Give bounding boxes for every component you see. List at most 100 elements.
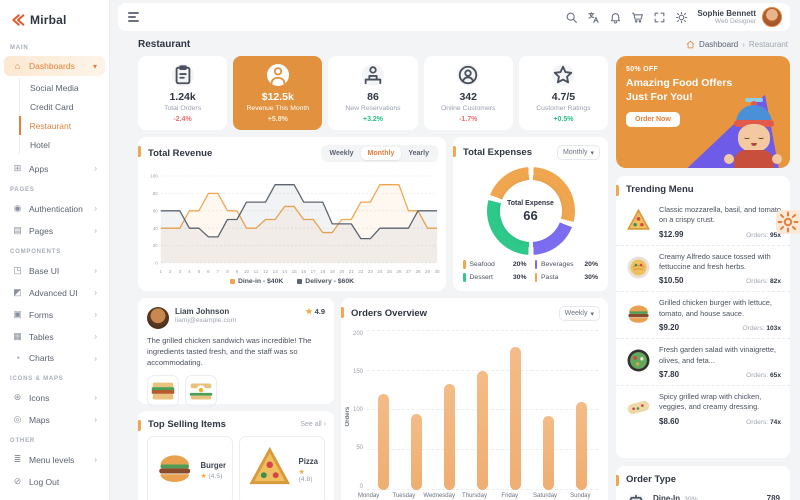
stat-value: 86 (367, 91, 379, 103)
sidebar-item-forms[interactable]: ▣ Forms › (4, 304, 105, 325)
section-label-components: COMPONENTS (10, 249, 62, 255)
avatar[interactable] (762, 7, 782, 27)
legend-label: Seafood (469, 261, 495, 268)
see-all-link[interactable]: See all › (300, 421, 326, 428)
notifications-bell-icon[interactable] (609, 11, 622, 24)
topbar: Sophie Bennett Web Designer (118, 3, 790, 31)
order-type-value: 789 (766, 494, 780, 500)
legend-label: Beverages (541, 261, 574, 268)
sidebar-item-pages[interactable]: ▤ Pages › (4, 220, 105, 241)
chevron-right-icon: › (94, 204, 97, 213)
svg-text:21: 21 (349, 269, 354, 274)
chevron-right-icon: › (94, 164, 97, 173)
expenses-legend: Seafood 20% Beverages 20% Dessert 30% Pasta… (453, 258, 608, 291)
sidebar-item-credit-card[interactable]: Credit Card (30, 101, 74, 112)
order-now-button[interactable]: Order Now (626, 112, 680, 128)
bar-wednesday (444, 384, 456, 490)
sidebar-item-menu-levels[interactable]: ≣ Menu levels › (4, 449, 105, 470)
item-description: Spicy grilled wrap with chicken, veggies… (659, 391, 762, 412)
sidebar-item-restaurant[interactable]: Restaurant (18, 116, 110, 135)
orders-period-dropdown[interactable]: Weekly ▾ (558, 306, 600, 321)
expenses-period-dropdown[interactable]: Monthly ▾ (556, 145, 600, 160)
chevron-right-icon: › (94, 226, 97, 235)
sidebar-item-label: Forms (29, 309, 54, 320)
translate-icon[interactable] (587, 11, 600, 24)
svg-text:18: 18 (320, 269, 325, 274)
order-type-card: Order Type Dine-In 39% 789 (616, 466, 790, 500)
stat-label: Customer Ratings (536, 105, 591, 112)
wrap-image (625, 394, 652, 421)
stat-label: Online Customers (441, 105, 496, 112)
logo[interactable]: Mirbal (0, 8, 109, 38)
svg-text:60: 60 (153, 208, 158, 213)
sidebar-item-social-media[interactable]: Social Media (30, 82, 79, 93)
sidebar-item-tables[interactable]: ▦ Tables › (4, 326, 105, 347)
sidebar-item-maps[interactable]: ◎ Maps › (4, 409, 105, 430)
stat-value: $12.5k (261, 91, 294, 103)
chevron-right-icon: › (94, 332, 97, 341)
item-orders: Orders: 103x (742, 325, 782, 333)
card-accent (138, 146, 141, 157)
sidebar-item-icons[interactable]: ⊛ Icons › (4, 387, 105, 408)
revenue-period-tabs: Weekly Monthly Yearly (320, 145, 438, 162)
stat-card-reservations[interactable]: 86 New Reservations +3.2% (328, 56, 418, 130)
trending-item-salad[interactable]: Fresh garden salad with vinaigrette, oli… (616, 338, 790, 385)
item-price: $8.60 (659, 416, 680, 426)
tab-yearly[interactable]: Yearly (408, 150, 429, 157)
fullscreen-icon[interactable] (653, 11, 666, 24)
stat-card-total-orders[interactable]: 1.24k Total Orders -2.4% (138, 56, 228, 130)
star-icon: ★ (305, 307, 313, 316)
breadcrumb-dashboard[interactable]: Dashboard (699, 40, 739, 49)
sidebar: Mirbal MAIN ⌂ Dashboards ▾ Social Media … (0, 0, 110, 500)
trending-item-wrap[interactable]: Spicy grilled wrap with chicken, veggies… (616, 384, 790, 432)
sidebar-item-label: Maps (29, 414, 50, 425)
bar-friday (510, 346, 522, 490)
user-menu[interactable]: Sophie Bennett Web Designer (697, 7, 782, 27)
sidebar-item-authentication[interactable]: ◉ Authentication › (4, 198, 105, 219)
menu-toggle-icon[interactable] (128, 12, 139, 22)
burger-image (625, 300, 652, 327)
tab-weekly[interactable]: Weekly (329, 150, 354, 157)
top-selling-item-pizza[interactable]: Pizza ★ (4.8) (239, 436, 325, 500)
customer-review-card: Liam Johnson liamj@example.com ★ 4.9 The … (138, 298, 334, 407)
stat-card-ratings[interactable]: 4.7/5 Customer Ratings +0.5% (518, 56, 609, 130)
svg-text:17: 17 (311, 269, 316, 274)
theme-toggle-sun-icon[interactable] (675, 11, 688, 24)
sidebar-item-label: Menu levels (29, 454, 75, 465)
sidebar-item-advanced-ui[interactable]: ◩ Advanced UI › (4, 282, 105, 303)
top-selling-item-burger[interactable]: Burger ★ (4.5) (147, 436, 233, 500)
item-description: Fresh garden salad with vinaigrette, oli… (659, 345, 777, 365)
search-icon[interactable] (565, 11, 578, 24)
sidebar-item-base-ui[interactable]: ◳ Base UI › (4, 260, 105, 281)
promo-discount-badge: 50% OFF (626, 66, 659, 73)
sidebar-item-dashboards[interactable]: ⌂ Dashboards ▾ (4, 56, 105, 76)
trending-item-pizza[interactable]: Classic mozzarella, basil, and tomato on… (616, 199, 790, 245)
svg-text:6: 6 (207, 269, 210, 274)
settings-gear-button[interactable] (776, 210, 800, 234)
sidebar-item-charts[interactable]: ◔ Charts › (4, 348, 105, 368)
stat-card-online-customers[interactable]: 342 Online Customers -1.7% (423, 56, 513, 130)
charts-icon: ◔ (14, 353, 21, 363)
customer-circle-icon (457, 64, 480, 86)
sidebar-item-apps[interactable]: ⊞ Apps › (4, 158, 105, 179)
donut-center-label: Total Expense (507, 199, 554, 207)
dessert-legend-bar (463, 273, 466, 282)
bar-thursday (477, 370, 489, 490)
trending-menu-title: Trending Menu (626, 184, 694, 195)
trending-item-pasta[interactable]: Creamy Alfredo sauce tossed with fettucc… (616, 244, 790, 292)
total-expenses-card: Total Expenses Monthly ▾ Total Expense 66 (453, 137, 608, 291)
tab-monthly[interactable]: Monthly (360, 147, 402, 160)
bar-sunday (576, 402, 588, 490)
brand-name: Mirbal (30, 13, 67, 27)
item-name: Pizza (298, 457, 319, 467)
sidebar-item-log-out[interactable]: ⊘ Log Out (4, 471, 105, 492)
tables-icon: ▦ (13, 331, 22, 341)
sidebar-item-hotel[interactable]: Hotel (30, 139, 50, 150)
item-description: Grilled chicken burger with lettuce, tom… (659, 298, 772, 318)
brand-logo-icon (10, 12, 26, 28)
stat-card-revenue[interactable]: $12.5k Revenue This Month +5.8% (233, 56, 323, 130)
expenses-donut-chart: Total Expense 66 (486, 167, 575, 255)
trending-item-burger[interactable]: Grilled chicken burger with lettuce, tom… (616, 291, 790, 338)
cart-icon[interactable] (631, 11, 644, 24)
